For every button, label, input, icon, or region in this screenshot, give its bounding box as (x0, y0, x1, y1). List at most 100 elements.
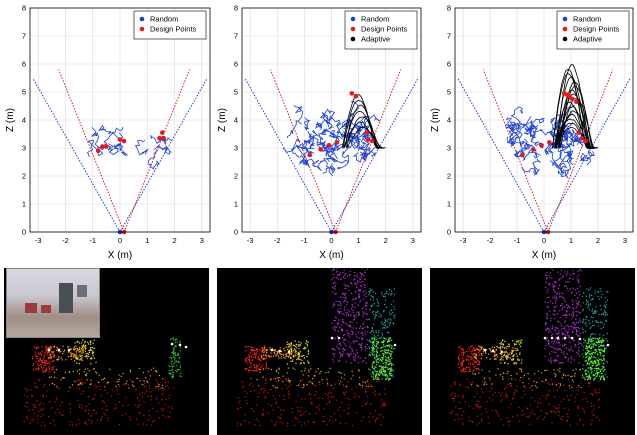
cloud-door (389, 377, 391, 380)
cloud-door (378, 361, 380, 364)
cloud-floor (78, 388, 81, 390)
cloud-door (389, 337, 392, 339)
cloud-floor (537, 406, 539, 408)
cloud-wall (348, 341, 350, 343)
cloud-red (37, 346, 40, 349)
cloud-door (586, 345, 588, 348)
cloud-floor (478, 401, 480, 403)
cloud-red (251, 351, 253, 353)
y-tick-label: 1 (447, 200, 451, 209)
cloud-floor (377, 417, 379, 419)
cloud-floor-2 (327, 371, 330, 373)
cloud-red (457, 356, 459, 358)
cloud-red (265, 367, 267, 369)
cloud-wall-2 (390, 290, 393, 292)
cloud-door (598, 359, 601, 361)
cloud-floor (315, 385, 317, 387)
cloud-wall (361, 308, 364, 310)
cloud-yellow (82, 352, 84, 354)
cloud-floor (528, 383, 530, 385)
cloud-wall (558, 284, 561, 286)
cloud-floor (136, 418, 138, 420)
cloud-floor-2 (156, 371, 158, 373)
cloud-floor-2 (81, 383, 83, 385)
cloud-floor (330, 396, 333, 398)
cloud-wall (568, 335, 571, 337)
cloud-floor (499, 418, 502, 420)
cloud-wall (335, 292, 337, 295)
cloud-wall (338, 310, 340, 313)
cloud-orange (269, 346, 271, 349)
cloud-floor (271, 420, 273, 422)
cloud-floor (262, 412, 264, 414)
cloud-wall-2 (593, 342, 595, 344)
cloud-orange (473, 353, 475, 355)
cloud-door (174, 359, 176, 361)
cloud-door (172, 377, 174, 379)
cloud-yellow (82, 339, 84, 341)
cloud-door (179, 340, 181, 342)
cloud-yellow (80, 355, 82, 358)
cloud-orange (501, 355, 503, 358)
cloud-wall-2 (381, 334, 384, 336)
cloud-floor (376, 418, 378, 420)
cloud-door (599, 378, 602, 381)
cloud-floor-2 (472, 373, 474, 375)
cloud-yellow (500, 348, 502, 350)
cloud-door (173, 357, 175, 359)
cloud-floor (557, 410, 559, 412)
cloud-wall-2 (606, 290, 608, 292)
cloud-floor (577, 415, 579, 417)
point-design-points (364, 130, 370, 135)
point-design-points (161, 135, 166, 141)
cloud-floor (104, 389, 106, 392)
cloud-floor (25, 389, 27, 391)
cloud-floor (263, 387, 265, 390)
cloud-door (386, 341, 389, 343)
cloud-orange (51, 351, 53, 353)
cloud-door (593, 375, 596, 377)
cloud-floor (146, 390, 148, 393)
cloud-floor-2 (145, 376, 147, 379)
cloud-wall (358, 294, 360, 296)
x-tick-label: -3 (35, 236, 42, 245)
cloud-floor-2 (510, 374, 512, 377)
cloud-orange (277, 355, 280, 357)
cloud-door (387, 338, 390, 340)
cloud-orange (283, 347, 285, 350)
cloud-wall (565, 285, 567, 287)
cloud-floor (543, 416, 546, 418)
cloud-wall (568, 336, 571, 339)
cloud-wall (343, 269, 345, 271)
cloud-door (380, 347, 382, 349)
cloud-red (31, 357, 34, 360)
cloud-wall (359, 289, 362, 291)
cloud-floor-2 (107, 381, 110, 383)
y-axis-label: Z (m) (5, 108, 16, 132)
cloud-floor (60, 414, 63, 416)
cloud-floor (464, 401, 467, 403)
cloud-wall (576, 351, 578, 354)
cloud-orange (50, 357, 52, 359)
cloud-floor (523, 390, 525, 392)
cloud-yellow (290, 348, 292, 350)
cloud-yellow (307, 351, 310, 353)
cloud-wall-2 (370, 375, 373, 377)
cloud-floor-2 (282, 380, 284, 383)
cloud-wall-2 (388, 371, 391, 373)
cloud-floor-2 (277, 372, 280, 374)
cloud-wall (366, 268, 369, 270)
cloud-wall (567, 271, 569, 273)
fov-line-red-right (335, 69, 402, 232)
cloud-orange (281, 355, 283, 357)
cloud-wall (364, 269, 366, 272)
cloud-floor (303, 412, 305, 415)
cloud-floor-2 (574, 372, 576, 375)
cloud-floor (90, 382, 92, 384)
cloud-orange (80, 359, 82, 361)
cloud-wall (355, 327, 358, 329)
cloud-door (591, 365, 593, 367)
cloud-floor (39, 379, 41, 381)
cloud-floor (42, 421, 44, 424)
cloud-wall (579, 332, 581, 334)
